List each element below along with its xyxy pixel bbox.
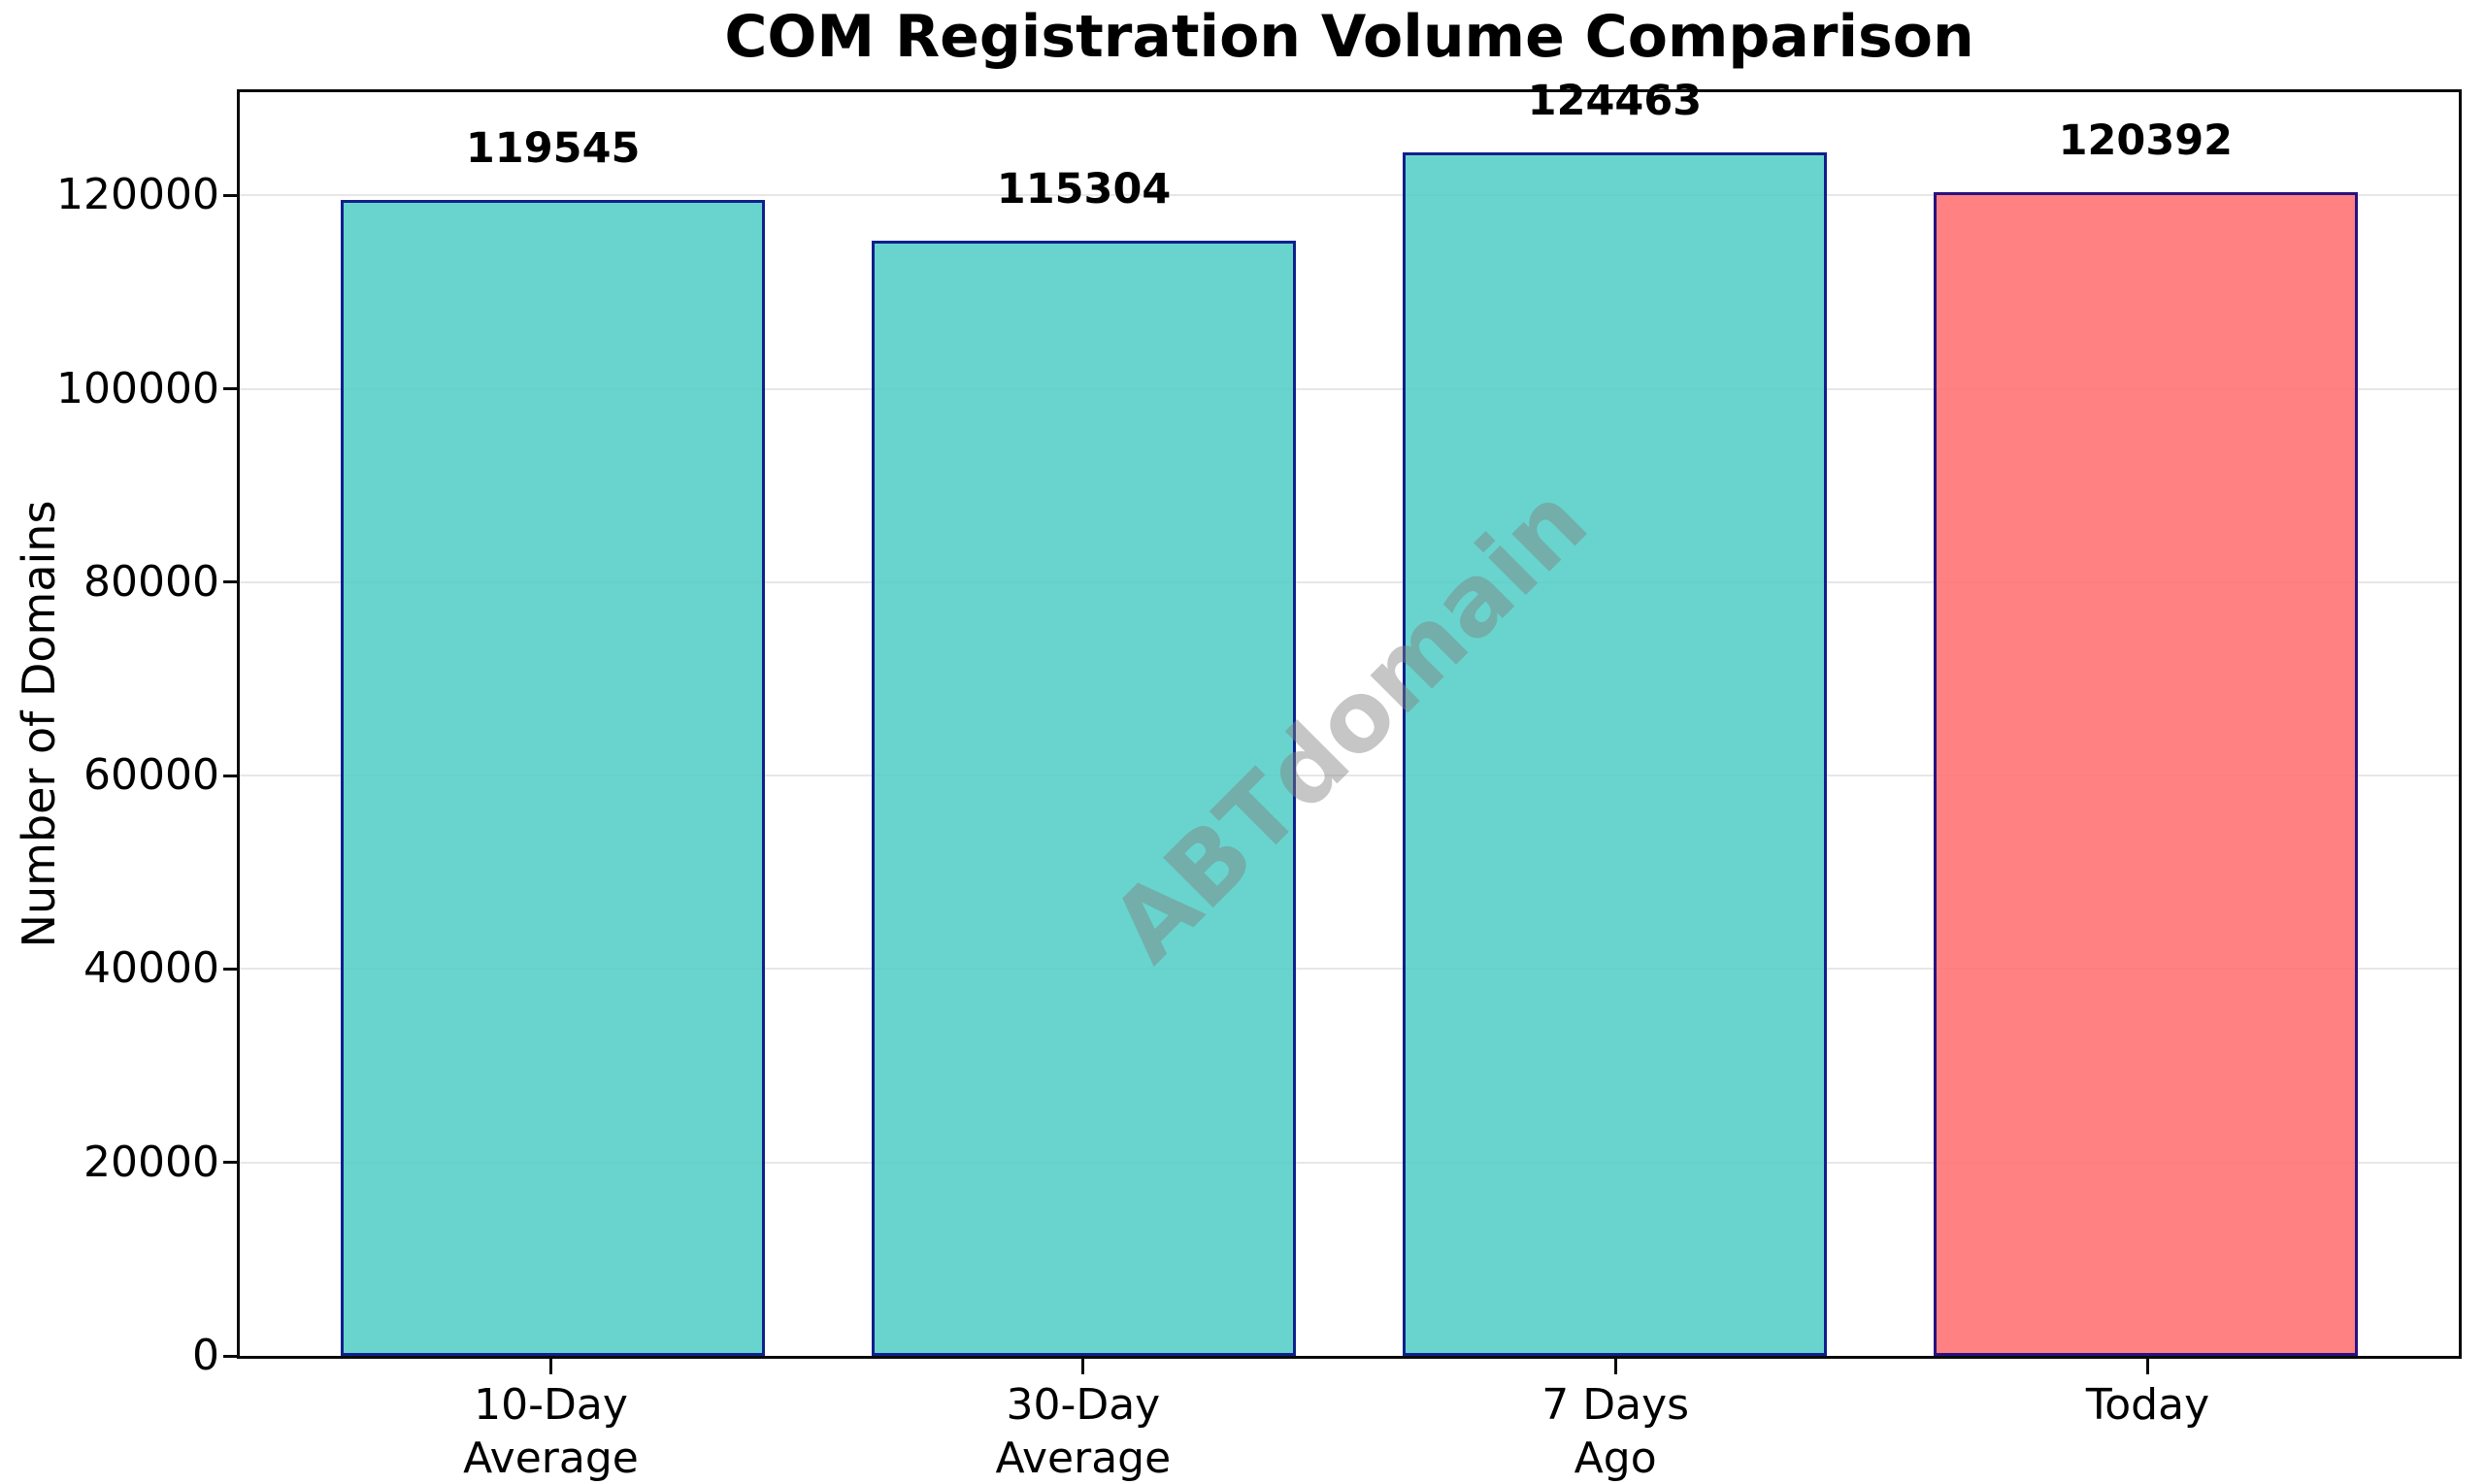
bar-value-label: 120392 bbox=[2058, 115, 2234, 165]
gridline bbox=[240, 387, 2459, 390]
x-tick-label-line: Average bbox=[463, 1434, 639, 1483]
y-tick-mark bbox=[223, 387, 237, 391]
x-tick-mark bbox=[549, 1359, 552, 1374]
bar-value-label: 119545 bbox=[465, 124, 641, 173]
y-axis-label: Number of Domains bbox=[13, 500, 65, 948]
x-tick-label-line: Average bbox=[995, 1434, 1172, 1483]
x-tick-label-line: 30-Day bbox=[1006, 1380, 1161, 1430]
y-tick-label: 60000 bbox=[83, 750, 219, 801]
x-tick-label: 10-Day Average bbox=[463, 1378, 639, 1484]
y-tick-mark bbox=[223, 774, 237, 777]
bar-value-label: 124463 bbox=[1527, 77, 1703, 125]
gridline bbox=[240, 775, 2459, 777]
x-tick-label-line: 10-Day bbox=[474, 1380, 628, 1430]
x-tick-label: Today bbox=[2086, 1378, 2209, 1432]
gridline bbox=[240, 194, 2459, 197]
y-tick-mark bbox=[223, 1161, 237, 1165]
gridline bbox=[240, 580, 2459, 583]
y-tick-label: 120000 bbox=[56, 170, 219, 220]
y-tick-mark bbox=[223, 580, 237, 584]
x-tick-mark bbox=[2145, 1359, 2149, 1374]
x-tick-label-line: Ago bbox=[1574, 1434, 1657, 1483]
x-tick-mark bbox=[1613, 1359, 1617, 1374]
x-tick-mark bbox=[1081, 1359, 1085, 1374]
bar-value-label: 115304 bbox=[996, 165, 1172, 214]
bar-1 bbox=[340, 200, 766, 1356]
y-tick-label: 80000 bbox=[83, 556, 219, 607]
y-tick-mark bbox=[223, 967, 237, 971]
y-tick-label: 100000 bbox=[56, 363, 219, 413]
chart-title: COM Registration Volume Comparison bbox=[724, 3, 1974, 71]
bar-2 bbox=[871, 241, 1297, 1356]
y-tick-label: 0 bbox=[192, 1331, 219, 1380]
x-tick-label: 30-Day Average bbox=[995, 1378, 1171, 1484]
y-tick-label: 20000 bbox=[83, 1137, 219, 1187]
gridline bbox=[240, 968, 2459, 971]
plot-area: ABTdomain 119545 115304 124463 120392 bbox=[237, 77, 2462, 1359]
gridline bbox=[240, 1161, 2459, 1164]
y-tick-mark bbox=[223, 1354, 237, 1358]
x-tick-label: 7 Days Ago bbox=[1541, 1378, 1689, 1484]
x-tick-label-line: 7 Days bbox=[1541, 1380, 1690, 1430]
y-tick-mark bbox=[223, 193, 237, 197]
x-tick-label-line: Today bbox=[2085, 1380, 2210, 1430]
y-tick-label: 40000 bbox=[83, 943, 219, 994]
bar-4 bbox=[1933, 191, 2359, 1356]
bar-3 bbox=[1402, 152, 1828, 1356]
